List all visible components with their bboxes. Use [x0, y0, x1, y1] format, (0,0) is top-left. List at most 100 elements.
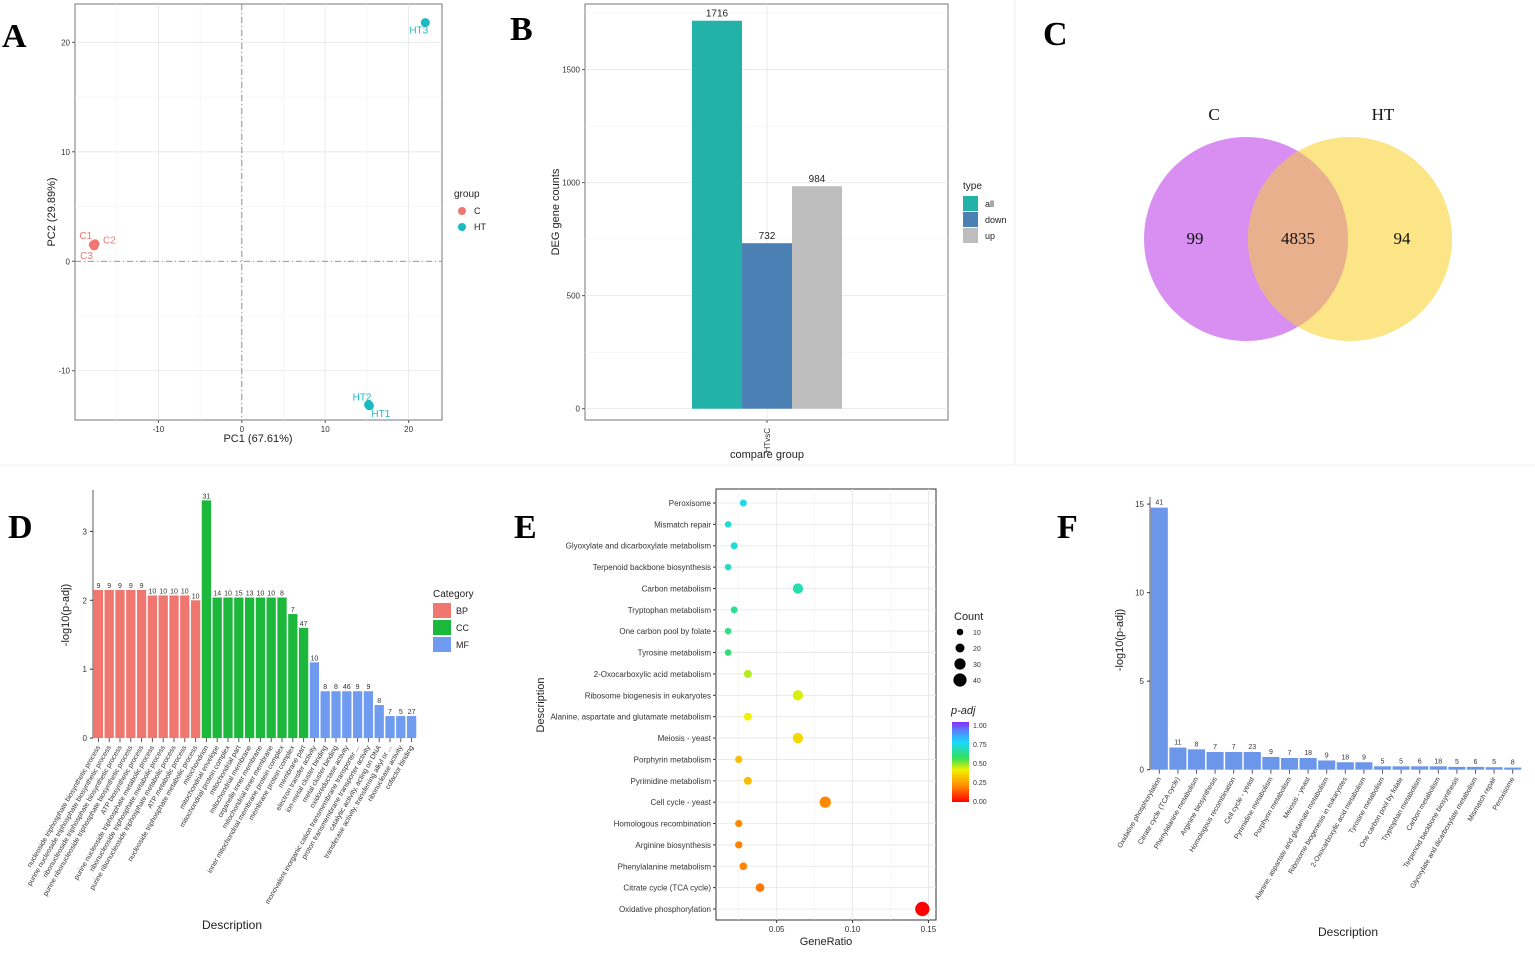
kegg-count-legend-label-10: 10 — [973, 630, 981, 637]
deg-y-tick-label: 500 — [567, 292, 581, 301]
kegg-bar-y-tick-label: 15 — [1135, 500, 1144, 509]
pca-y-axis-title: PC2 (29.89%) — [46, 177, 58, 246]
kegg-bar — [1373, 766, 1392, 770]
go-legend-title: Category — [433, 589, 474, 600]
deg-legend-up-swatch — [963, 228, 978, 243]
kegg-padj-tick-1: 1.00 — [973, 723, 987, 730]
go-bar — [190, 600, 201, 739]
go-bar — [298, 627, 309, 739]
go-bar-count: 10 — [224, 591, 232, 598]
pca-legend-ht-label: HT — [474, 222, 486, 232]
pca-plot-frame — [74, 3, 443, 421]
kegg-bar — [1392, 766, 1410, 770]
go-bar — [352, 691, 363, 739]
kegg-dot-y-tick-label: Citrate cycle (TCA cycle) — [623, 884, 711, 893]
panel-label-b: B — [510, 11, 533, 48]
go-legend-mf-swatch — [433, 637, 451, 652]
kegg-count-legend-label-40: 40 — [973, 678, 981, 685]
kegg-bar-count: 9 — [1362, 754, 1366, 761]
kegg-dot — [792, 583, 804, 594]
go-bar — [234, 597, 244, 739]
deg-legend-all-swatch — [963, 196, 978, 211]
pca-point-label: HT3 — [409, 26, 428, 37]
go-bar-count: 9 — [96, 583, 100, 590]
kegg-dot — [724, 563, 732, 571]
kegg-dot-plot-frame — [715, 488, 937, 921]
kegg-bar-count: 18 — [1304, 750, 1312, 757]
go-bar — [396, 716, 406, 739]
kegg-dot — [730, 606, 738, 614]
go-bar-count: 9 — [140, 583, 144, 590]
kegg-dot-y-tick-label: Porphyrin metabolism — [634, 755, 712, 764]
go-y-axis-title: -log10(p-adj) — [60, 584, 72, 646]
go-bar-count: 10 — [257, 591, 265, 598]
pca-legend-title: group — [454, 189, 480, 200]
kegg-bar-y-tick-label: 10 — [1135, 589, 1144, 598]
venn-set-c-title: C — [1208, 105, 1219, 124]
kegg-bar-count: 9 — [1269, 749, 1273, 756]
deg-x-axis-title: compare group — [730, 449, 804, 461]
go-bar-count: 8 — [323, 684, 327, 691]
kegg-bar — [1299, 758, 1317, 770]
go-bar-count: 27 — [408, 709, 416, 716]
kegg-bar — [1448, 766, 1466, 770]
kegg-bar-x-axis-title: Description — [1318, 925, 1378, 939]
panel-label-e: E — [514, 509, 537, 546]
kegg-dot-y-tick-label: Peroxisome — [669, 499, 712, 508]
panel-label-d: D — [8, 509, 33, 546]
kegg-bar-y-tick-label: 0 — [1140, 766, 1145, 775]
kegg-dot-y-tick-label: Oxidative phosphorylation — [619, 905, 711, 914]
go-x-tick-label: purine nucleoside triphosphate biosynthe… — [27, 744, 114, 887]
kegg-dot-y-tick-label: Terpenoid backbone biosynthesis — [593, 563, 711, 572]
kegg-bar-count: 8 — [1195, 741, 1199, 748]
kegg-dot — [735, 841, 743, 849]
go-bar — [331, 691, 341, 739]
pca-point — [420, 18, 430, 28]
go-bar-count: 10 — [159, 588, 167, 595]
go-legend-mf-label: MF — [456, 640, 469, 650]
kegg-dot-y-tick-label: Ribosome biogenesis in eukaryotes — [585, 691, 711, 700]
go-bar-count: 10 — [267, 591, 275, 598]
pca-y-tick-label: -10 — [58, 367, 70, 376]
go-legend-bp-swatch — [433, 603, 451, 618]
kegg-bar — [1336, 762, 1354, 770]
pca-x-tick-label: -10 — [153, 425, 165, 434]
kegg-count-legend-title: Count — [954, 611, 983, 623]
kegg-padj-tick-0: 0.00 — [973, 799, 987, 806]
go-bar — [374, 705, 384, 739]
kegg-bar-count: 5 — [1399, 758, 1403, 765]
go-bar-count: 13 — [246, 591, 254, 598]
kegg-bar-x-tick-label: Tyrosine metabolism — [1348, 776, 1386, 835]
kegg-bar-count: 7 — [1232, 744, 1236, 751]
kegg-bar — [1225, 751, 1243, 770]
deg-x-tick-label: HTvsC — [763, 428, 772, 453]
venn-only-ht-count: 94 — [1394, 229, 1412, 248]
go-bar — [115, 589, 125, 739]
go-y-tick-label: 1 — [83, 665, 88, 674]
go-bar-count: 8 — [280, 591, 284, 598]
kegg-bar-count: 9 — [1325, 752, 1329, 759]
go-y-tick-label: 2 — [83, 596, 88, 605]
kegg-dot — [730, 542, 738, 550]
kegg-dot-y-tick-label: Mismatch repair — [654, 520, 711, 529]
kegg-padj-tick-075: 0.75 — [973, 742, 987, 749]
go-bar — [385, 716, 395, 739]
kegg-dot-y-tick-label: Pyrimidine metabolism — [631, 777, 712, 786]
kegg-bar-count: 5 — [1455, 759, 1459, 766]
deg-legend-title: type — [963, 181, 982, 192]
go-bar — [158, 595, 168, 739]
deg-y-axis-title: DEG gene counts — [550, 168, 562, 255]
kegg-dot — [743, 776, 752, 785]
go-bar — [288, 614, 298, 739]
kegg-dot — [792, 690, 804, 701]
kegg-bar — [1411, 766, 1429, 770]
kegg-bar-y-tick-label: 5 — [1140, 677, 1145, 686]
kegg-bar-count: 18 — [1341, 754, 1349, 761]
go-bar-count: 10 — [311, 655, 319, 662]
kegg-dot-y-axis-title: Description — [535, 677, 547, 732]
kegg-bar-count: 7 — [1213, 744, 1217, 751]
kegg-bar — [1187, 749, 1206, 770]
kegg-bar-x-tick-label: Carbon metabolism — [1406, 776, 1442, 832]
go-bar — [255, 597, 266, 739]
